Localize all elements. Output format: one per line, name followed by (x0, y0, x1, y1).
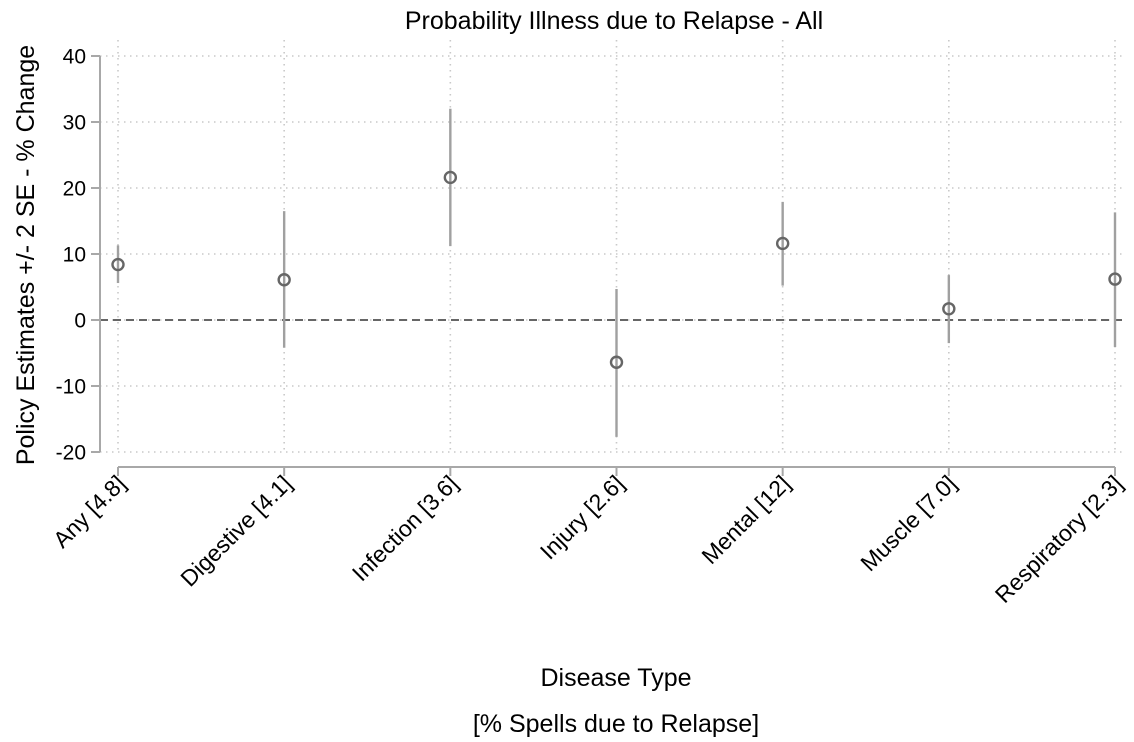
x-category-label: Injury [2.6] (535, 470, 629, 564)
x-category-label: Mental [12] (696, 470, 795, 569)
y-tick-label: 40 (63, 46, 86, 69)
point-estimate (443, 170, 458, 185)
point-estimate (609, 355, 624, 369)
y-tick-label: 0 (74, 310, 86, 333)
y-axis-title: Policy Estimates +/- 2 SE - % Change (12, 45, 40, 465)
y-tick-label: 30 (63, 112, 86, 135)
y-tick-label: 10 (63, 244, 86, 267)
x-category-label: Muscle [7.0] (855, 470, 961, 576)
series-layer (111, 108, 1122, 437)
y-tick-label: -10 (56, 376, 86, 399)
x-axis-title: Disease Type (540, 664, 691, 692)
x-category-label: Digestive [4.1] (175, 470, 296, 591)
x-category-label: Any [4.8] (48, 470, 131, 553)
point-estimate (942, 302, 956, 316)
y-tick-label: -20 (56, 442, 86, 465)
axis-layer: 40 30 20 10 0 -10 -20 Any [4.8] Digestive [4.1] I… (48, 46, 1128, 608)
chart-title: Probability Illness due to Relapse - All (405, 7, 823, 35)
point-estimate (1108, 272, 1122, 286)
x-category-label: Respiratory [2.3] (990, 470, 1128, 608)
grid-layer (100, 40, 1126, 453)
point-estimate (277, 273, 291, 287)
x-category-label: Infection [3.6] (347, 470, 463, 586)
point-estimate (775, 236, 790, 251)
x-axis-subtitle: [% Spells due to Relapse] (473, 710, 759, 738)
point-estimate (111, 257, 125, 272)
y-tick-label: 20 (63, 178, 86, 201)
